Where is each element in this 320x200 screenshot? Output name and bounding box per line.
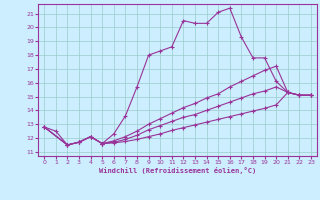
X-axis label: Windchill (Refroidissement éolien,°C): Windchill (Refroidissement éolien,°C) [99,167,256,174]
